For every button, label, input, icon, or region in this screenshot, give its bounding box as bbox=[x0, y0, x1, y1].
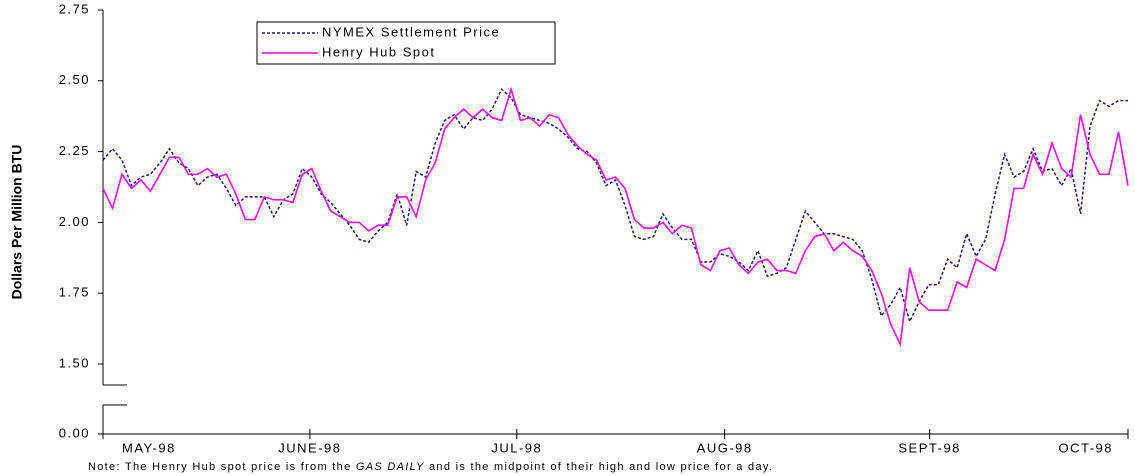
y-tick-label: 1.50 bbox=[59, 355, 90, 370]
note-text: and is the midpoint of their high and lo… bbox=[425, 461, 774, 473]
note-text: Note: The Henry Hub spot price is from t… bbox=[88, 461, 356, 473]
x-tick-label: JUNE-98 bbox=[278, 440, 341, 455]
note-source: GAS DAILY bbox=[356, 461, 425, 473]
legend-box bbox=[256, 21, 556, 65]
y-tick-label: 2.00 bbox=[59, 214, 90, 229]
legend-label: Henry Hub Spot bbox=[322, 44, 436, 59]
y-tick-label: 0.00 bbox=[59, 425, 90, 440]
x-tick-label: MAY-98 bbox=[122, 440, 176, 455]
y-axis-label: Dollars Per Million BTU bbox=[9, 145, 25, 300]
legend: NYMEX Settlement Price Henry Hub Spot bbox=[256, 21, 556, 65]
x-tick-label: JUL-98 bbox=[491, 440, 542, 455]
legend-label: NYMEX Settlement Price bbox=[322, 24, 500, 39]
y-tick-label: 2.75 bbox=[59, 1, 90, 16]
y-tick-label: 1.75 bbox=[59, 285, 90, 300]
x-tick-label: SEPT-98 bbox=[898, 440, 961, 455]
series-line bbox=[102, 86, 1129, 347]
y-tick-label: 2.50 bbox=[59, 72, 90, 87]
series-line bbox=[102, 88, 1128, 324]
y-tick-label: 2.25 bbox=[59, 143, 90, 158]
x-tick-label: AUG-98 bbox=[697, 440, 753, 455]
footnote: Note: The Henry Hub spot price is from t… bbox=[88, 461, 773, 473]
x-tick-label: OCT-98 bbox=[1058, 440, 1113, 455]
